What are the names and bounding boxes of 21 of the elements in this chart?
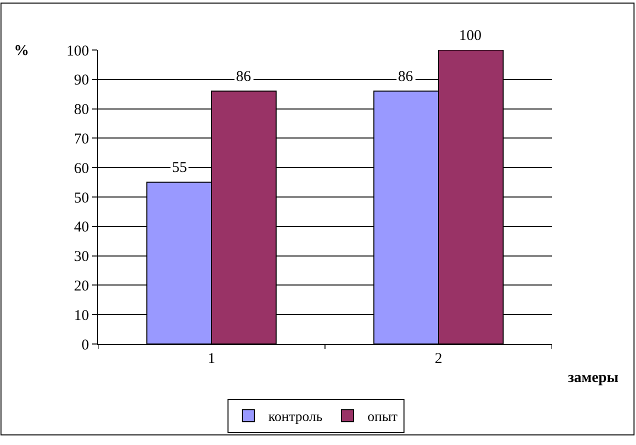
x-axis-title: замеры <box>568 370 619 386</box>
y-tick-label: 0 <box>82 337 89 354</box>
y-axis-title: % <box>14 43 29 59</box>
y-tick-label: 40 <box>74 220 89 236</box>
data-label: 100 <box>459 28 482 44</box>
x-tick-label: 2 <box>434 351 442 367</box>
y-tick-label: 30 <box>74 249 89 266</box>
y-tick-label: 50 <box>74 190 89 206</box>
y-tick-label: 100 <box>66 43 89 60</box>
data-label: 86 <box>398 69 414 85</box>
y-tick-label: 10 <box>74 308 89 324</box>
y-tick-label: 20 <box>74 278 89 294</box>
data-label: 86 <box>236 69 252 85</box>
data-label: 55 <box>172 160 187 176</box>
legend-label: контроль <box>268 410 322 426</box>
x-tick-label: 1 <box>208 351 216 367</box>
y-tick-label: 80 <box>74 102 89 118</box>
legend-label: опыт <box>367 410 398 426</box>
y-tick-label: 90 <box>74 72 89 89</box>
y-tick-label: 60 <box>74 160 89 177</box>
y-tick-label: 70 <box>74 131 89 148</box>
